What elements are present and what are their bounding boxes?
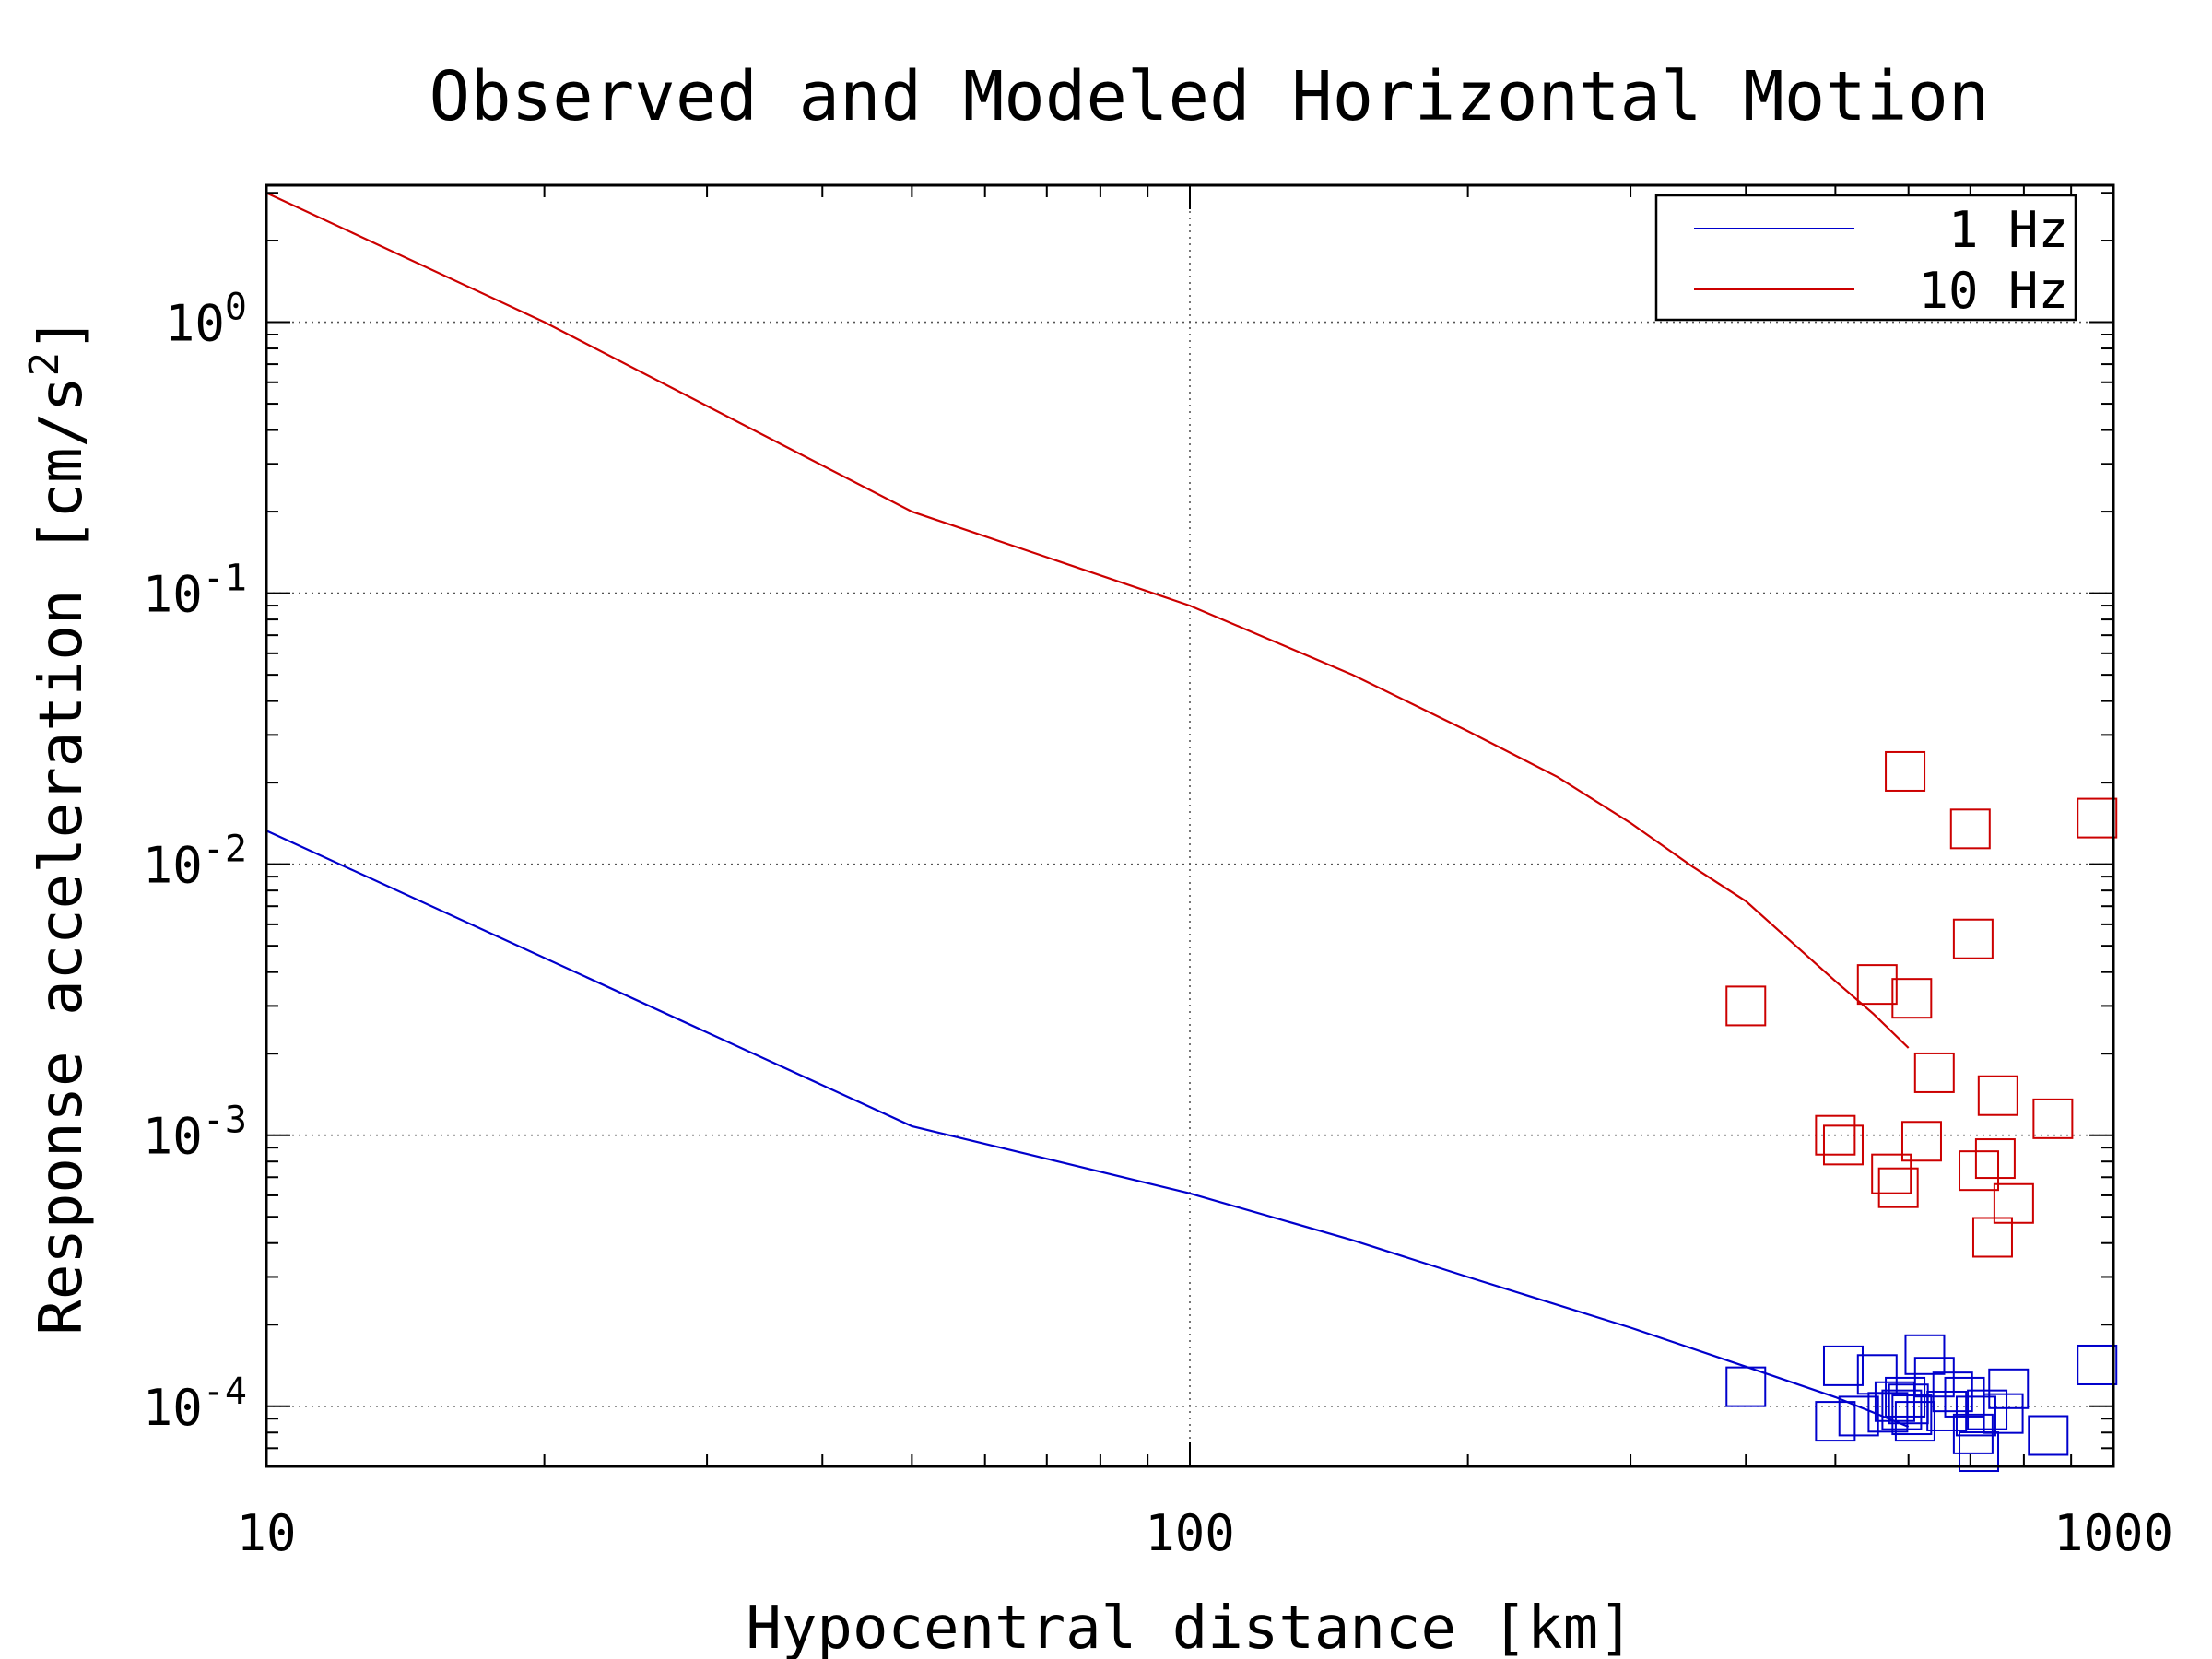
- observed-point-10hz: [1822, 1124, 1864, 1166]
- tick-labels: 10 100 1000 100 10-1 10-2 10-3 10-4: [143, 287, 2173, 1562]
- observed-point-1hz: [1725, 1366, 1767, 1407]
- observed-point-10hz: [2077, 797, 2118, 839]
- observed-point-10hz: [1815, 1114, 1856, 1156]
- observed-point-1hz: [1952, 1413, 1994, 1454]
- observed-point-10hz: [1971, 1217, 2013, 1258]
- observed-point-10hz: [1891, 978, 1933, 1019]
- observed-point-10hz: [1913, 1052, 1955, 1093]
- observed-point-1hz: [1894, 1401, 1936, 1442]
- y-axis-label: Response acceleration [cm/s2]: [21, 316, 97, 1335]
- y-axis-label-sup: 2: [21, 352, 68, 377]
- y-tick-label: 10-1: [143, 558, 247, 624]
- observed-point-1hz: [1867, 1392, 1909, 1433]
- observed-point-1hz: [1838, 1395, 1879, 1437]
- y-axis-label-end: ]: [28, 316, 96, 352]
- legend-label-1hz: 1 Hz: [1948, 201, 2068, 259]
- x-axis-label: Hypocentral distance [km]: [746, 1594, 1633, 1659]
- observed-point-10hz: [1877, 1167, 1919, 1208]
- observed-point-1hz: [1983, 1393, 2024, 1434]
- observed-point-1hz: [1932, 1371, 1973, 1413]
- observed-point-1hz: [2077, 1344, 2118, 1385]
- observed-point-1hz: [1881, 1389, 1923, 1430]
- legend-box: [1654, 194, 2077, 322]
- x-tick-label: 1000: [2053, 1504, 2173, 1562]
- observed-point-10hz: [1900, 1121, 1942, 1162]
- y-axis-label-main: Response acceleration [cm/s: [28, 376, 96, 1335]
- observed-point-1hz: [1955, 1395, 1996, 1437]
- x-tick-label: 10: [236, 1504, 296, 1562]
- observed-point-1hz: [1988, 1368, 2030, 1409]
- observed-point-10hz: [1871, 1153, 1912, 1194]
- observed-point-1hz: [2028, 1415, 2069, 1456]
- x-tick-label: 100: [1145, 1504, 1235, 1562]
- observed-point-10hz: [1725, 985, 1767, 1027]
- observed-point-10hz: [1977, 1075, 2018, 1116]
- observed-point-1hz: [1822, 1345, 1864, 1386]
- observed-point-10hz: [1856, 964, 1898, 1006]
- series-layer: [265, 192, 2118, 1473]
- gridlines: [266, 185, 2113, 1466]
- observed-point-10hz: [1959, 1150, 2000, 1192]
- observed-point-10hz: [1949, 808, 1991, 850]
- axis-ticks: [265, 185, 2114, 1467]
- observed-point-1hz: [1959, 1431, 2000, 1473]
- model-line-10hz: [265, 192, 1910, 1049]
- observed-point-10hz: [1974, 1138, 2016, 1180]
- y-tick-label: 100: [165, 287, 247, 353]
- y-tick-label: 10-2: [143, 829, 247, 895]
- legend: 1 Hz 10 Hz: [1654, 194, 2077, 322]
- model-line-1hz: [265, 830, 1910, 1429]
- y-tick-label: 10-4: [143, 1371, 247, 1437]
- chart-title: Observed and Modeled Horizontal Motion: [429, 57, 1990, 136]
- observed-point-10hz: [1952, 918, 1994, 959]
- observed-point-10hz: [1993, 1182, 2034, 1224]
- observed-point-1hz: [1815, 1401, 1856, 1442]
- observed-point-10hz: [1885, 750, 1926, 792]
- y-tick-label: 10-3: [143, 1100, 247, 1166]
- observed-point-1hz: [1904, 1334, 1946, 1375]
- observed-point-10hz: [2032, 1098, 2074, 1139]
- observed-point-1hz: [1967, 1389, 2008, 1430]
- legend-label-10hz: 10 Hz: [1918, 262, 2068, 320]
- plot-frame: [265, 183, 2115, 1468]
- observed-point-1hz: [1891, 1394, 1933, 1436]
